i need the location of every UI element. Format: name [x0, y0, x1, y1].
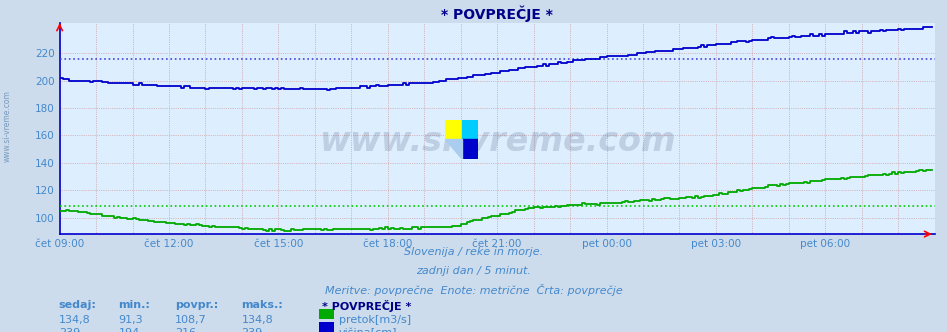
Text: 134,8: 134,8	[59, 315, 91, 325]
Text: min.:: min.:	[118, 300, 151, 310]
Text: * POVPREČJE *: * POVPREČJE *	[322, 300, 411, 312]
Text: zadnji dan / 5 minut.: zadnji dan / 5 minut.	[416, 266, 531, 276]
Bar	[445, 120, 462, 139]
Text: 216: 216	[175, 328, 196, 332]
Bar	[462, 139, 478, 159]
Text: www.si-vreme.com: www.si-vreme.com	[3, 90, 12, 162]
Polygon shape	[445, 139, 462, 159]
Text: višina[cm]: višina[cm]	[339, 328, 398, 332]
Text: 194: 194	[118, 328, 139, 332]
Text: Meritve: povprečne  Enote: metrične  Črta: povprečje: Meritve: povprečne Enote: metrične Črta:…	[325, 284, 622, 296]
Title: * POVPREČJE *: * POVPREČJE *	[441, 6, 553, 22]
Text: www.si-vreme.com: www.si-vreme.com	[319, 125, 675, 158]
Text: povpr.:: povpr.:	[175, 300, 219, 310]
Text: sedaj:: sedaj:	[59, 300, 97, 310]
Text: pretok[m3/s]: pretok[m3/s]	[339, 315, 411, 325]
Text: 91,3: 91,3	[118, 315, 143, 325]
Bar	[462, 120, 478, 139]
Text: 239: 239	[241, 328, 262, 332]
Text: Slovenija / reke in morje.: Slovenija / reke in morje.	[404, 247, 543, 257]
Text: 239: 239	[59, 328, 80, 332]
Text: maks.:: maks.:	[241, 300, 283, 310]
Text: 108,7: 108,7	[175, 315, 207, 325]
Text: 134,8: 134,8	[241, 315, 274, 325]
